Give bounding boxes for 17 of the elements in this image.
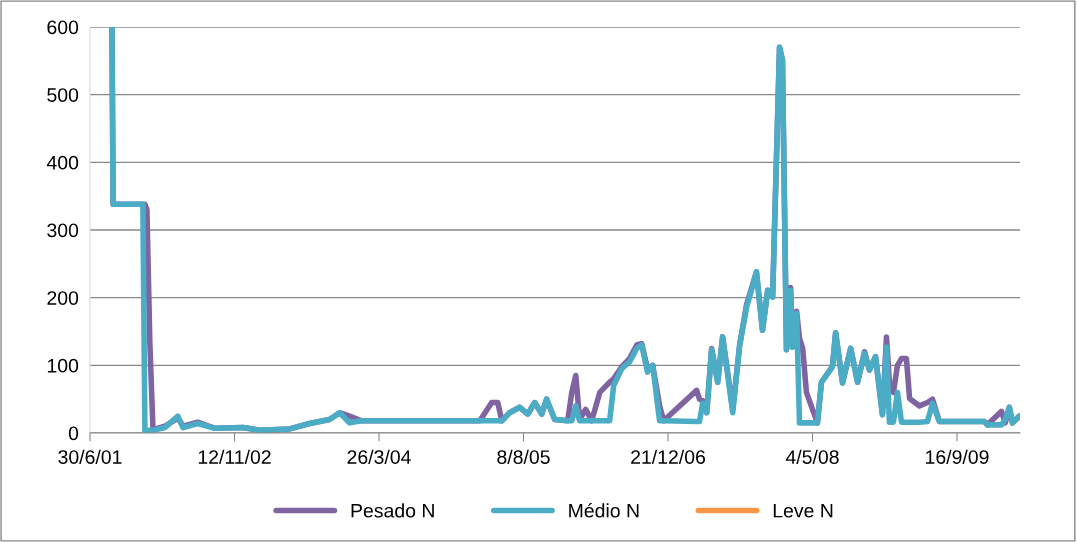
y-tick-label: 0 xyxy=(68,426,79,441)
y-tick-label: 400 xyxy=(46,155,79,170)
x-tick-label: 12/11/02 xyxy=(198,449,271,464)
x-tick-label: 26/3/04 xyxy=(347,449,411,464)
legend-label: Médio N xyxy=(569,503,639,518)
y-tick-label: 100 xyxy=(47,358,79,373)
legend-label: Pesado N xyxy=(351,503,434,518)
x-tick-label: 16/9/09 xyxy=(926,449,989,464)
x-tick-label: 30/6/01 xyxy=(58,449,122,464)
x-tick-label: 8/8/05 xyxy=(497,449,550,464)
y-tick-label: 500 xyxy=(47,88,79,102)
y-tick-label: 300 xyxy=(47,223,79,238)
x-tick-label: 4/5/08 xyxy=(785,449,839,464)
y-tick-label: 200 xyxy=(47,291,79,305)
legend-label: Leve N xyxy=(773,503,833,518)
x-tick-label: 21/12/06 xyxy=(631,449,705,464)
y-tick-label: 600 xyxy=(47,20,79,35)
